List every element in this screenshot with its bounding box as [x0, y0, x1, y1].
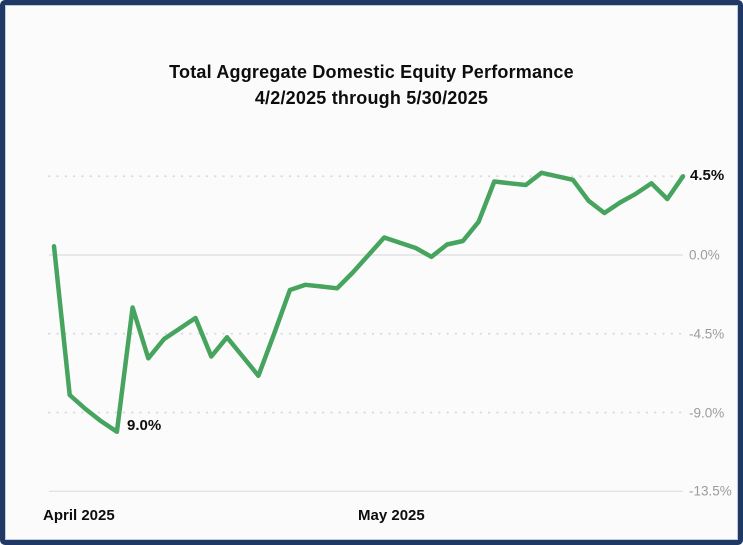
y-axis-label: -13.5%: [689, 483, 732, 499]
chart-title-line2: 4/2/2025 through 5/30/2025: [254, 88, 489, 108]
annotation-low-point: 9.0%: [127, 417, 162, 434]
chart-title-line1: Total Aggregate Domestic Equity Performa…: [169, 62, 574, 82]
x-axis-label-may: May 2025: [358, 507, 425, 524]
y-axis-label: -9.0%: [689, 405, 725, 420]
y-axis-label: 0.0%: [689, 247, 720, 263]
y-axis-label: -4.5%: [689, 326, 725, 342]
x-axis-label-april: April 2025: [43, 507, 115, 524]
chart-title: Total Aggregate Domestic Equity Performa…: [5, 59, 738, 111]
performance-line: [51, 170, 686, 435]
line-chart: [48, 170, 686, 492]
gridlines: [48, 175, 684, 492]
annotation-end-point: 4.5%: [690, 167, 725, 184]
